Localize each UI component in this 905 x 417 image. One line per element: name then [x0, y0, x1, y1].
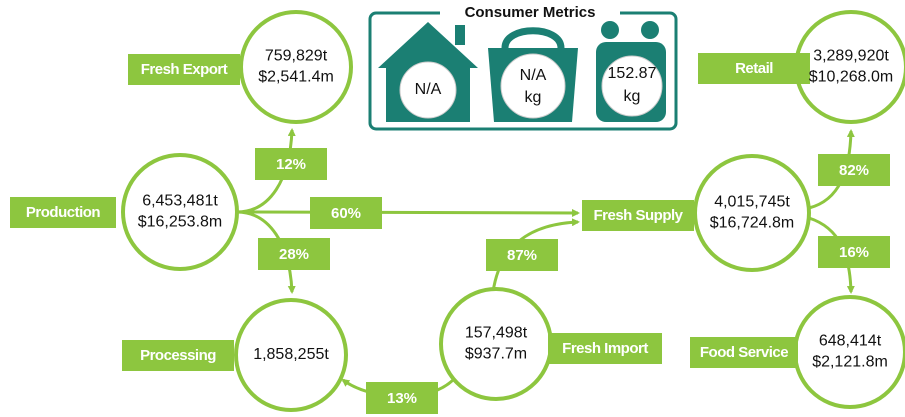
node-circle [239, 10, 353, 124]
metric-value: N/A [520, 67, 547, 84]
node-label-box [128, 54, 240, 85]
node-circle [121, 153, 239, 271]
flow-pct: 13% [387, 390, 417, 407]
panel-title: Consumer Metrics [465, 4, 596, 21]
nodes: Production 6,453,481t $16,253.8m Fresh Expo… [10, 10, 905, 412]
node-label-box [582, 200, 694, 231]
flow-labels: 12% 60% 28% 87% 13% 82% 16% [255, 148, 890, 414]
node-value: $16,253.8m [138, 214, 223, 231]
metric-circle [399, 61, 457, 119]
node-value: 3,289,920t [813, 48, 889, 65]
node-label-box [548, 333, 662, 364]
node-circle [234, 298, 348, 412]
metric-unit: kg [624, 88, 641, 105]
node-label-box [690, 337, 798, 368]
person-head [601, 21, 619, 39]
node-label: Food Service [700, 344, 788, 361]
metric-value: 152.87 [608, 65, 657, 82]
person-head [641, 21, 659, 39]
flow-pct-box [818, 236, 890, 268]
flow-pct-box [818, 154, 890, 186]
flow-pct: 28% [279, 246, 309, 263]
node-circle [793, 295, 905, 409]
flow-pct: 82% [839, 162, 869, 179]
node-value: 6,453,481t [142, 193, 218, 210]
metric-value: N/A [415, 81, 442, 98]
node-label-box [10, 197, 116, 228]
flow-pct: 12% [276, 156, 306, 173]
node-value: 157,498t [465, 325, 528, 342]
flow-line [236, 208, 580, 217]
node-label-box [122, 340, 234, 371]
flow-pct-box [310, 197, 382, 229]
node-value: $937.7m [465, 346, 527, 363]
node-label: Retail [735, 60, 773, 77]
node-label-box [698, 53, 810, 84]
consumer-metrics: Consumer Metrics N/A N/A kg 152.87 kg [368, 3, 678, 131]
flow-pct: 60% [331, 205, 361, 222]
node-value: $2,121.8m [812, 354, 888, 371]
chimney [455, 25, 465, 45]
flow-pct-box [258, 238, 330, 270]
flow-pct-box [366, 382, 438, 414]
metric-circle [601, 55, 663, 117]
node-value: $10,268.0m [809, 69, 894, 86]
flow-pct-box [486, 239, 558, 271]
node-label: Processing [140, 347, 216, 364]
node-value: 759,829t [265, 48, 328, 65]
node-circle [794, 10, 905, 124]
flow-line [236, 210, 296, 294]
metric-unit: kg [525, 89, 542, 106]
flow-pct: 16% [839, 244, 869, 261]
title-bg [440, 3, 620, 23]
node-value: 4,015,745t [714, 194, 790, 211]
basket-handle [501, 27, 565, 49]
node-label: Fresh Supply [593, 207, 683, 224]
node-label: Fresh Import [562, 340, 648, 357]
node-value: $2,541.4m [258, 69, 334, 86]
metric-circle [500, 53, 566, 119]
node-value: 648,414t [819, 333, 882, 350]
node-label: Fresh Export [141, 61, 228, 78]
node-value: $16,724.8m [710, 215, 795, 232]
flow-pct-box [255, 148, 327, 180]
flow-pct: 87% [507, 247, 537, 264]
node-circle [693, 154, 811, 272]
node-circle [439, 287, 553, 401]
node-value: 1,858,255t [253, 346, 329, 363]
node-label: Production [26, 204, 100, 221]
